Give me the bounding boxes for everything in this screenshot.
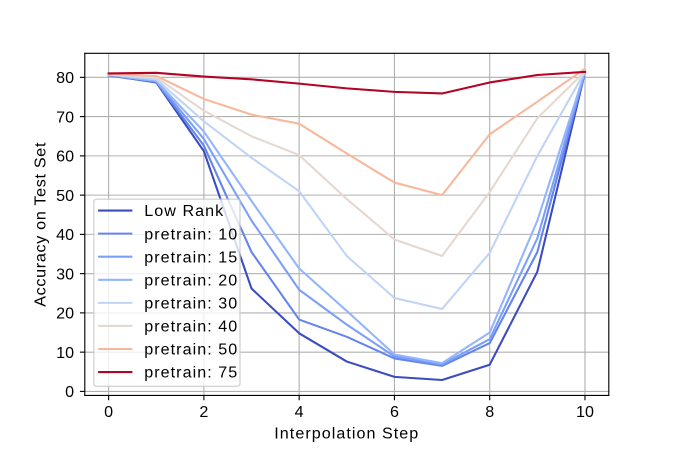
svg-text:pretrain: 50: pretrain: 50 bbox=[144, 341, 238, 359]
svg-text:Interpolation Step: Interpolation Step bbox=[274, 425, 419, 443]
svg-text:pretrain: 10: pretrain: 10 bbox=[144, 225, 238, 243]
svg-text:40: 40 bbox=[56, 226, 74, 244]
svg-text:80: 80 bbox=[56, 69, 74, 87]
svg-text:4: 4 bbox=[295, 403, 304, 421]
svg-text:6: 6 bbox=[390, 403, 399, 421]
svg-text:2: 2 bbox=[199, 403, 208, 421]
svg-text:60: 60 bbox=[56, 148, 74, 166]
svg-text:10: 10 bbox=[576, 403, 594, 421]
svg-text:0: 0 bbox=[65, 383, 74, 401]
svg-text:pretrain: 30: pretrain: 30 bbox=[144, 294, 238, 312]
svg-text:70: 70 bbox=[56, 108, 74, 126]
svg-text:0: 0 bbox=[104, 403, 113, 421]
svg-text:pretrain: 15: pretrain: 15 bbox=[144, 248, 238, 266]
svg-text:50: 50 bbox=[56, 187, 74, 205]
svg-text:pretrain: 20: pretrain: 20 bbox=[144, 271, 238, 289]
svg-text:pretrain: 40: pretrain: 40 bbox=[144, 318, 238, 336]
svg-text:Accuracy on Test Set: Accuracy on Test Set bbox=[31, 142, 49, 307]
svg-text:20: 20 bbox=[56, 305, 74, 323]
svg-text:Low Rank: Low Rank bbox=[144, 202, 224, 220]
svg-text:8: 8 bbox=[485, 403, 494, 421]
svg-text:pretrain: 75: pretrain: 75 bbox=[144, 364, 238, 382]
svg-text:30: 30 bbox=[56, 265, 74, 283]
svg-text:10: 10 bbox=[56, 344, 74, 362]
